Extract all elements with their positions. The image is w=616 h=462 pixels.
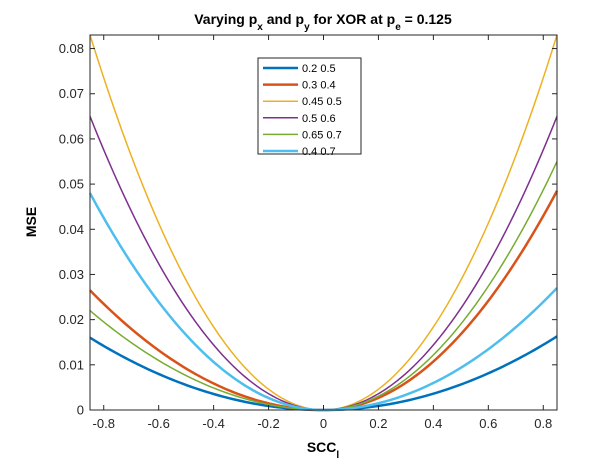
x-tick-label: -0.6: [147, 416, 169, 431]
x-tick-label: -0.8: [93, 416, 115, 431]
legend-label-2: 0.45 0.5: [302, 96, 342, 108]
legend-label-0: 0.2 0.5: [302, 63, 336, 75]
y-tick-label: 0.06: [59, 131, 84, 146]
y-tick-label: 0.01: [59, 357, 84, 372]
y-axis-label: MSE: [23, 207, 39, 237]
legend-box: [257, 57, 362, 155]
x-tick-label: 0.6: [479, 416, 497, 431]
legend: 0.2 0.5 0.3 0.4 0.45 0.5 0.5 0.6 0.65 0.7 0.4…: [257, 57, 362, 158]
y-tick-label: 0.08: [59, 41, 84, 56]
y-tick-label: 0.07: [59, 86, 84, 101]
x-tick-label: -0.4: [202, 416, 224, 431]
legend-label-4: 0.65 0.7: [302, 129, 342, 141]
y-tick-label: 0: [77, 403, 84, 418]
x-tick-label: 0.4: [424, 416, 442, 431]
x-tick-label: -0.2: [257, 416, 279, 431]
legend-items: 0.2 0.5 0.3 0.4 0.45 0.5 0.5 0.6 0.65 0.7 0.4…: [263, 63, 342, 158]
ticks-group: -0.8 -0.6 -0.4 -0.2 0 0.2 0.4 0.6 0.8 0 0.01 0.02 0.…: [59, 35, 557, 431]
x-tick-label: 0: [320, 416, 327, 431]
y-tick-label: 0.04: [59, 222, 84, 237]
legend-label-3: 0.5 0.6: [302, 113, 336, 125]
x-axis-label: SCCl: [307, 439, 340, 461]
y-tick-label: 0.05: [59, 177, 84, 192]
chart-title: Varying px and py for XOR at pe = 0.125: [194, 11, 452, 33]
legend-label-5: 0.4 0.7: [302, 146, 336, 158]
legend-label-1: 0.3 0.4: [302, 80, 336, 92]
x-tick-label: 0.8: [534, 416, 552, 431]
y-tick-label: 0.03: [59, 267, 84, 282]
y-tick-label: 0.02: [59, 312, 84, 327]
x-tick-label: 0.2: [369, 416, 387, 431]
